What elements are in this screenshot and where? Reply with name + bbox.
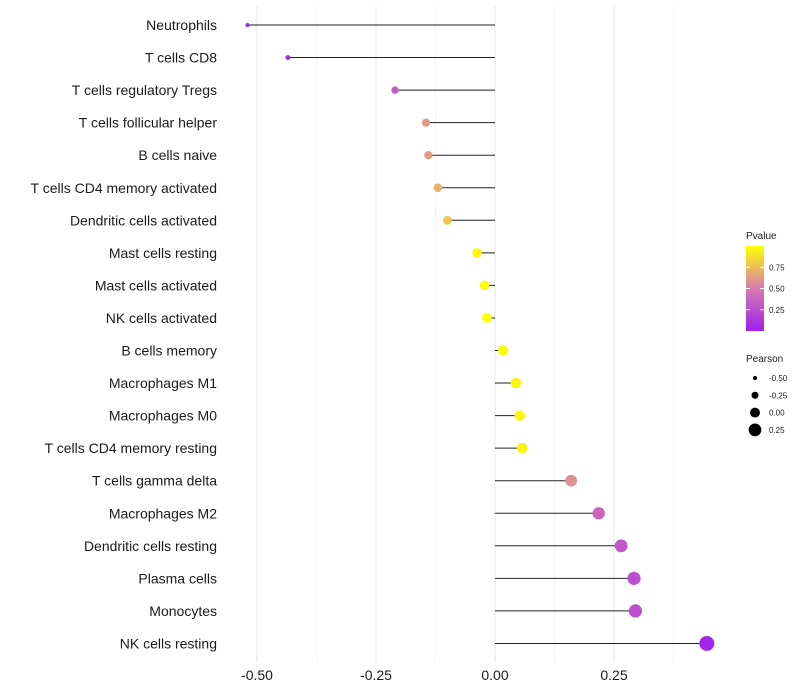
data-point (565, 474, 578, 487)
category-label: Macrophages M1 (109, 375, 217, 391)
category-label: T cells regulatory Tregs (72, 82, 217, 98)
data-point (516, 442, 528, 454)
category-label: Neutrophils (146, 17, 217, 33)
data-point (433, 183, 443, 193)
pearson-legend-title: Pearson (746, 354, 783, 365)
category-label: Mast cells activated (95, 277, 217, 293)
data-point (479, 280, 490, 291)
data-point (699, 635, 715, 651)
pvalue-colorbar (746, 246, 764, 331)
data-point (482, 313, 492, 323)
category-label: T cells CD8 (145, 50, 217, 66)
category-label: Plasma cells (138, 570, 217, 586)
category-label: Monocytes (149, 603, 217, 619)
category-label: T cells CD4 memory activated (31, 180, 217, 196)
colorbar-tick-label: 0.50 (769, 285, 785, 294)
stem-layer (247, 24, 707, 644)
x-tick-label-layer: -0.50 -0.25 0.00 0.25 (241, 667, 628, 683)
category-label: T cells CD4 memory resting (45, 440, 217, 456)
pearson-legend: Pearson -0.50 -0.25 0.00 0.25 (746, 354, 788, 437)
pvalue-legend-title: Pvalue (746, 231, 777, 242)
size-key-label: -0.25 (769, 391, 788, 400)
data-point (514, 410, 525, 421)
data-point (472, 248, 482, 258)
colorbar-tick-label: 0.75 (769, 263, 785, 272)
size-key-label: 0.00 (769, 409, 785, 418)
colorbar-tick-label: 0.25 (769, 306, 785, 315)
category-label: NK cells resting (120, 635, 217, 651)
pvalue-legend: Pvalue 0.25 0.50 0.75 (746, 231, 785, 331)
category-label: B cells naive (138, 147, 217, 163)
data-point (592, 507, 605, 520)
size-key-label: 0.25 (769, 426, 785, 435)
category-label: Macrophages M0 (109, 408, 217, 424)
category-label: Dendritic cells resting (84, 538, 217, 554)
grid-layer (256, 6, 674, 662)
category-label: T cells gamma delta (92, 473, 217, 489)
category-label: Macrophages M2 (109, 505, 217, 521)
category-label: T cells follicular helper (79, 115, 218, 131)
size-key-dot (751, 391, 759, 399)
data-point (245, 23, 250, 27)
category-label: B cells memory (121, 343, 217, 359)
data-point (421, 118, 431, 127)
data-point (424, 151, 433, 160)
data-point (391, 86, 399, 94)
category-label: Dendritic cells activated (70, 212, 217, 228)
data-point (614, 539, 628, 553)
x-tick-label: 0.25 (600, 667, 627, 683)
data-point (627, 571, 641, 585)
data-point (285, 55, 291, 61)
pearson-size-keys: -0.50 -0.25 0.00 0.25 (748, 374, 788, 437)
x-tick-label: -0.50 (241, 667, 273, 683)
category-label: NK cells activated (106, 310, 217, 326)
size-key-label: -0.50 (769, 374, 788, 383)
x-tick-label: -0.25 (360, 667, 392, 683)
category-label-layer: Neutrophils T cells CD8 T cells regulatory… (31, 17, 218, 651)
data-point (498, 345, 509, 356)
x-tick-label: 0.00 (481, 667, 508, 683)
data-point (443, 215, 452, 225)
pvalue-colorbar-ticks: 0.25 0.50 0.75 (746, 263, 785, 315)
size-key-dot (752, 375, 758, 381)
point-layer (245, 23, 715, 651)
size-key-dot (750, 407, 760, 418)
size-key-dot (748, 423, 762, 437)
data-point (628, 604, 643, 618)
data-point (510, 377, 522, 389)
category-label: Mast cells resting (109, 245, 217, 261)
